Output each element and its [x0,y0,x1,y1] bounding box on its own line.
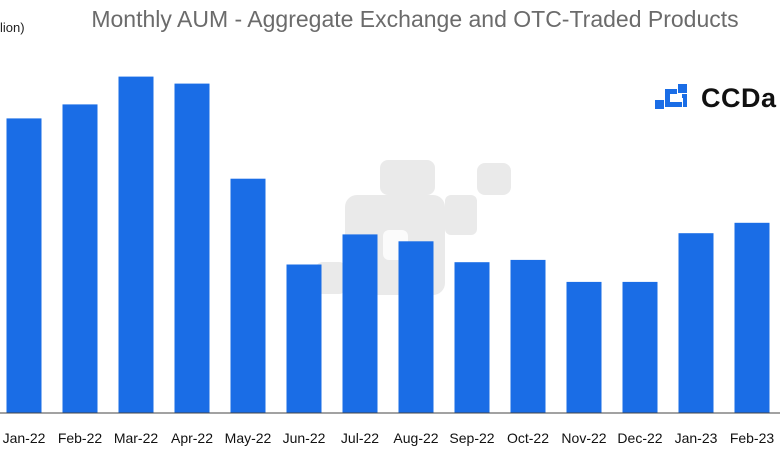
x-tick-label: Jan-23 [675,430,718,446]
bar-jan-22 [6,118,42,414]
bar-apr-22 [174,83,210,413]
x-tick-label: Feb-22 [58,430,103,446]
x-tick-label: Sep-22 [449,430,494,446]
bar-oct-22 [510,259,546,413]
y-axis-label: lion) [0,20,25,35]
x-tick-label: Dec-22 [617,430,662,446]
chart-title: Monthly AUM - Aggregate Exchange and OTC… [91,6,739,32]
x-tick-label: Jul-22 [341,430,379,446]
bar-jan-23 [678,233,714,413]
bar-jul-22 [342,234,378,413]
x-tick-label: Nov-22 [561,430,606,446]
ccdata-logo-icon [655,84,687,109]
ccdata-brand: CCDa [655,80,777,116]
brand-name: CCDa [701,82,777,113]
bar-mar-22 [118,76,154,413]
x-tick-label: Oct-22 [507,430,549,446]
x-tick-label: Feb-23 [730,430,775,446]
bar-jun-22 [286,264,322,413]
bar-feb-23 [734,222,770,413]
bar-sep-22 [454,262,490,413]
x-tick-label: Aug-22 [393,430,438,446]
bar-aug-22 [398,241,434,413]
bar-may-22 [230,178,266,413]
bar-dec-22 [622,281,658,413]
x-tick-label: May-22 [225,430,272,446]
x-tick-label: Jan-22 [3,430,46,446]
x-tick-label: Jun-22 [283,430,326,446]
x-tick-label: Mar-22 [114,430,159,446]
x-tick-label: Apr-22 [171,430,213,446]
bar-feb-22 [62,104,98,414]
bar-nov-22 [566,281,602,413]
